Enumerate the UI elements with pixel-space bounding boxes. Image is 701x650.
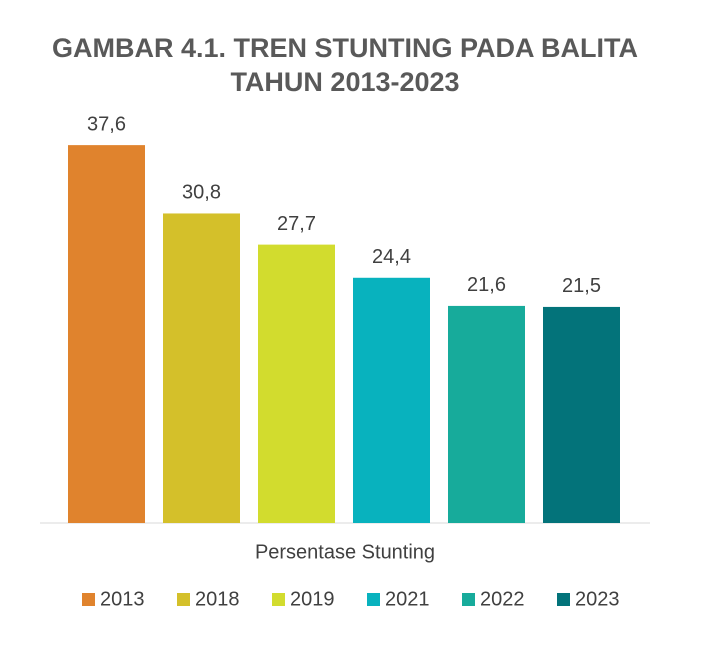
legend-swatch: [82, 593, 95, 606]
legend-label: 2022: [480, 588, 525, 610]
legend-swatch: [367, 593, 380, 606]
legend-swatch: [272, 593, 285, 606]
legend-swatch: [177, 593, 190, 606]
bar: [353, 277, 430, 523]
value-label: 24,4: [372, 246, 411, 268]
value-label: 27,7: [277, 213, 316, 235]
x-tick-label: Persentase Stunting: [255, 541, 435, 563]
value-label: 30,8: [182, 182, 221, 204]
legend-swatch: [557, 593, 570, 606]
bar: [543, 306, 620, 523]
legend-label: 2023: [575, 588, 620, 610]
legend-label: 2021: [385, 588, 430, 610]
legend-label: 2018: [195, 588, 240, 610]
legend-label: 2019: [290, 588, 335, 610]
bar: [163, 213, 240, 523]
value-label: 21,6: [467, 274, 506, 296]
legend-label: 2013: [100, 588, 145, 610]
value-label: 37,6: [87, 113, 126, 135]
value-label: 21,5: [562, 275, 601, 297]
legend-swatch: [462, 593, 475, 606]
bar: [258, 244, 335, 524]
bar: [448, 305, 525, 523]
chart-title: TAHUN 2013-2023: [230, 67, 459, 97]
bar: [68, 145, 145, 523]
chart-title: GAMBAR 4.1. TREN STUNTING PADA BALITA: [52, 33, 638, 63]
